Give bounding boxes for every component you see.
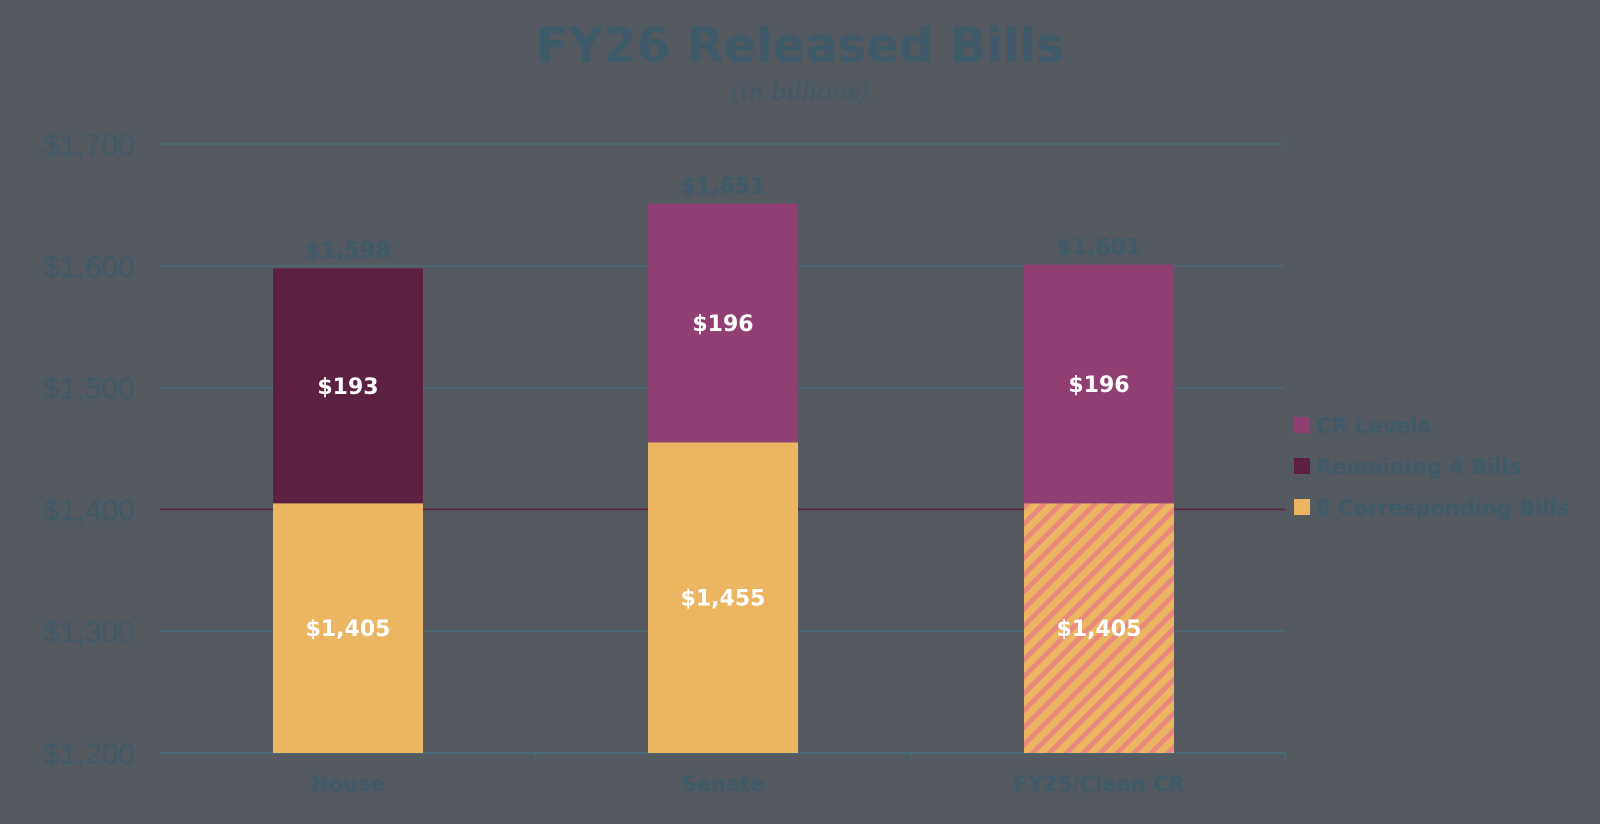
total-label: $1,598 xyxy=(306,239,391,264)
y-tick-label: $1,700 xyxy=(43,129,135,162)
legend-swatch-cr_levels xyxy=(1294,417,1310,433)
x-tick-label: House xyxy=(311,772,385,796)
data-label-remaining: $193 xyxy=(317,375,378,400)
y-tick-label: $1,200 xyxy=(43,738,135,771)
legend-swatch-corresponding xyxy=(1294,499,1310,515)
legend-label-cr_levels: CR Levels xyxy=(1316,414,1430,438)
total-label: $1,601 xyxy=(1057,236,1142,261)
data-label-corresponding: $1,405 xyxy=(1057,617,1142,642)
bar-cr_levels-2 xyxy=(1024,264,1174,504)
x-tick-label: FY25/Clean CR xyxy=(1013,772,1184,796)
y-tick-label: $1,600 xyxy=(43,251,135,284)
bar-corresponding-1 xyxy=(648,442,798,753)
y-tick-label: $1,400 xyxy=(43,494,135,527)
legend-swatch-remaining xyxy=(1294,458,1310,474)
bar-cr_levels-1 xyxy=(648,203,798,443)
data-label-corresponding: $1,405 xyxy=(306,617,391,642)
x-tick-label: Senate xyxy=(682,772,765,796)
data-label-cr_levels: $196 xyxy=(1068,373,1129,398)
chart-subtitle: (in billions) xyxy=(731,78,869,106)
legend-label-remaining: Remaining 4 Bills xyxy=(1316,455,1521,479)
data-label-corresponding: $1,455 xyxy=(681,587,766,612)
legend: CR Levels Remaining 4 Bills 8 Correspondin… xyxy=(1294,414,1569,520)
bar-corresponding-0 xyxy=(273,503,423,753)
x-axis: House Senate FY25/Clean CR xyxy=(311,772,1185,796)
bar-corresponding-2 xyxy=(1024,503,1174,753)
y-tick-label: $1,300 xyxy=(43,616,135,649)
chart-title: FY26 Released Bills xyxy=(536,18,1065,74)
y-axis: $1,200 $1,300 $1,400 $1,500 $1,600 $1,700 xyxy=(43,129,135,771)
plot-area: $1,405 $193 $1,598 $1,455 $196 $1,651 $1,405 $1… xyxy=(273,175,1174,753)
bar-remaining-0 xyxy=(273,268,423,504)
data-label-cr_levels: $196 xyxy=(692,312,753,337)
y-tick-label: $1,500 xyxy=(43,373,135,406)
total-label: $1,651 xyxy=(681,175,766,200)
legend-label-corresponding: 8 Corresponding Bills xyxy=(1316,496,1569,520)
